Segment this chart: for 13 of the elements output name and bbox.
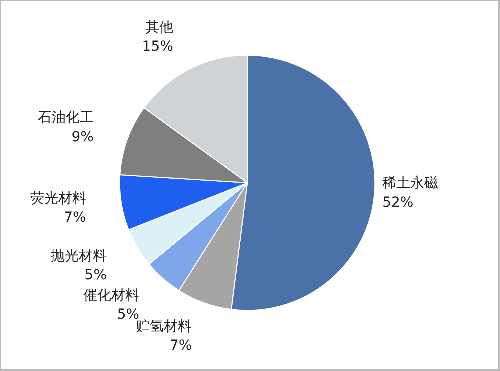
data-label: 52% (382, 194, 414, 211)
slice-label: 催化材料 (84, 288, 140, 304)
data-label: 15% (142, 39, 174, 56)
data-label: 9% (72, 129, 94, 146)
slice-label: 石油化工 (38, 110, 94, 126)
slice-label: 其他 (145, 20, 174, 36)
slice-label: 稀土永磁 (382, 176, 439, 192)
slice-label: 荧光材料 (30, 190, 86, 207)
slice-label: 抛光材料 (51, 248, 108, 265)
data-label: 5% (84, 268, 108, 284)
data-label: 7% (64, 210, 86, 226)
data-label: 7% (170, 338, 192, 354)
slice-label: 贮氢材料 (136, 319, 192, 336)
